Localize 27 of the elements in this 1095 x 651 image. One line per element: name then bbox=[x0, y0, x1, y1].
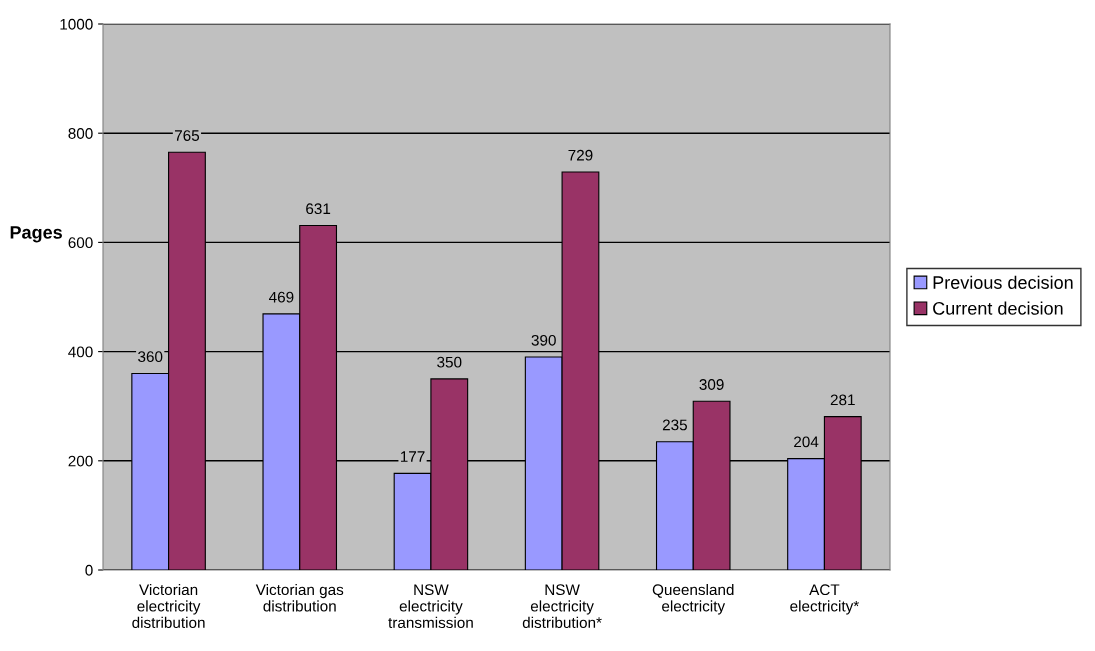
data-label: 765 bbox=[174, 130, 200, 141]
data-label: 390 bbox=[531, 334, 556, 346]
y-axis-title: Pages bbox=[10, 226, 62, 243]
data-label: 631 bbox=[306, 203, 331, 215]
y-tick-label: 0 bbox=[85, 564, 93, 576]
x-tick-label: NSW electricity distribution* bbox=[522, 584, 602, 629]
y-tick-label: 400 bbox=[68, 346, 93, 358]
y-tick-label: 600 bbox=[68, 237, 93, 249]
data-label: 177 bbox=[400, 451, 425, 462]
data-label: 235 bbox=[662, 419, 687, 431]
x-tick-label: NSW electricity transmission bbox=[388, 584, 473, 629]
x-tick-label: ACT electricity* bbox=[790, 584, 859, 615]
y-tick-label: 1000 bbox=[60, 18, 93, 30]
x-tick-label: Queensland electricity bbox=[652, 583, 734, 615]
data-label: 204 bbox=[794, 436, 819, 448]
data-label: 309 bbox=[699, 379, 724, 390]
x-tick-label: Victorian gas distribution bbox=[255, 583, 344, 612]
data-label: 729 bbox=[568, 149, 593, 161]
y-tick-label: 800 bbox=[68, 128, 93, 139]
y-tick-label: 200 bbox=[68, 455, 93, 467]
data-label: 360 bbox=[138, 351, 163, 363]
legend-label: Previous decision bbox=[933, 275, 1073, 289]
legend-label: Current decision bbox=[933, 301, 1063, 315]
data-label: 350 bbox=[437, 356, 462, 368]
data-label: 469 bbox=[268, 291, 294, 303]
x-tick-label: Victorian electricity distribution bbox=[132, 583, 205, 629]
data-label: 281 bbox=[830, 394, 855, 406]
